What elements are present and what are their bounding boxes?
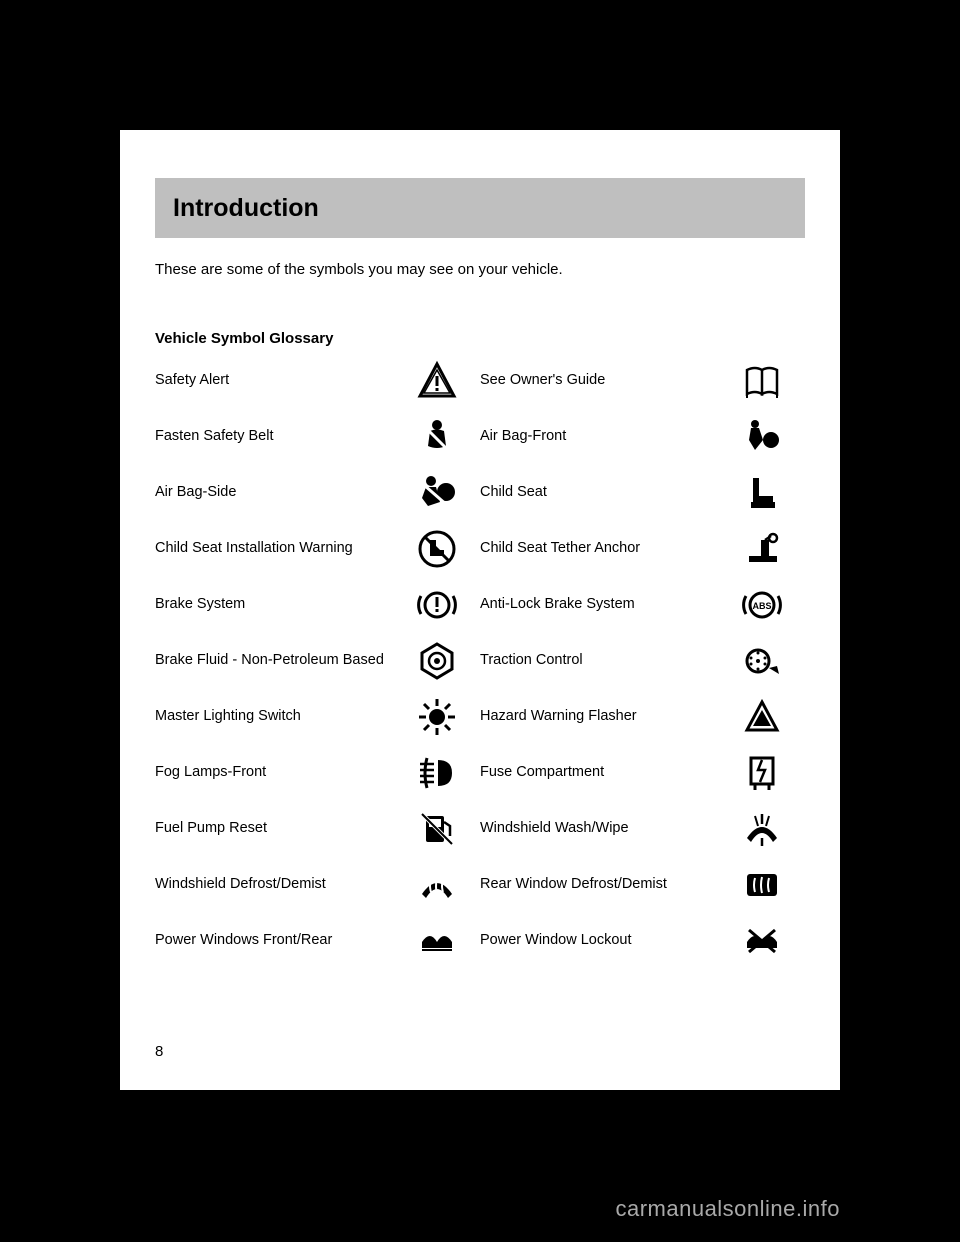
glossary-cell-left: Brake Fluid - Non-Petroleum Based	[155, 633, 480, 689]
front-defrost-icon	[414, 862, 460, 908]
glossary-cell-left: Brake System	[155, 577, 480, 633]
fuel-reset-icon	[414, 806, 460, 852]
glossary-cell-left: Master Lighting Switch	[155, 689, 480, 745]
symbol-label: Windshield Wash/Wipe	[480, 820, 739, 837]
symbol-label: Master Lighting Switch	[155, 708, 414, 725]
glossary-row: Master Lighting Switch Hazard Warning Fl…	[155, 689, 805, 745]
glossary-cell-left: Fog Lamps-Front	[155, 745, 480, 801]
symbol-label: Rear Window Defrost/Demist	[480, 876, 739, 893]
header-bar: Introduction	[155, 178, 805, 238]
glossary-row: Windshield Defrost/Demist Rear Window De…	[155, 857, 805, 913]
symbol-label: Air Bag-Front	[480, 428, 739, 445]
glossary-cell-right: Anti-Lock Brake System	[480, 577, 805, 633]
glossary-cell-left: Air Bag-Side	[155, 465, 480, 521]
glossary-cell-right: Child Seat Tether Anchor	[480, 521, 805, 577]
hazard-icon	[739, 694, 785, 740]
glossary-row: Air Bag-Side Child Seat	[155, 465, 805, 521]
glossary-cell-right: Rear Window Defrost/Demist	[480, 857, 805, 913]
glossary-cell-right: Child Seat	[480, 465, 805, 521]
symbol-label: Child Seat Installation Warning	[155, 540, 414, 557]
glossary-cell-right: See Owner's Guide	[480, 353, 805, 409]
glossary-row: Brake System Anti-Lock Brake System	[155, 577, 805, 633]
window-lockout-icon	[739, 918, 785, 964]
child-seat-icon	[739, 470, 785, 516]
symbol-label: Power Window Lockout	[480, 932, 739, 949]
glossary-row: Brake Fluid - Non-Petroleum Based Tracti…	[155, 633, 805, 689]
glossary-cell-right: Traction Control	[480, 633, 805, 689]
child-tether-icon	[739, 526, 785, 572]
glossary-title: Vehicle Symbol Glossary	[155, 330, 805, 347]
airbag-front-icon	[739, 414, 785, 460]
glossary-cell-right: Power Window Lockout	[480, 913, 805, 969]
rear-defrost-icon	[739, 862, 785, 908]
symbol-label: Child Seat Tether Anchor	[480, 540, 739, 557]
symbol-label: Safety Alert	[155, 372, 414, 389]
symbol-label: Anti-Lock Brake System	[480, 596, 739, 613]
airbag-side-icon	[414, 470, 460, 516]
symbol-label: Traction Control	[480, 652, 739, 669]
glossary-cell-left: Windshield Defrost/Demist	[155, 857, 480, 913]
glossary-cell-left: Safety Alert	[155, 353, 480, 409]
symbol-label: Fuse Compartment	[480, 764, 739, 781]
page-number: 8	[155, 1043, 163, 1060]
open-book-icon	[739, 358, 785, 404]
symbol-label: Air Bag-Side	[155, 484, 414, 501]
glossary-cell-left: Power Windows Front/Rear	[155, 913, 480, 969]
watermark: carmanualsonline.info	[120, 1196, 840, 1222]
brake-system-icon	[414, 582, 460, 628]
glossary-row: Fuel Pump Reset Windshield Wash/Wipe	[155, 801, 805, 857]
wiper-icon	[739, 806, 785, 852]
glossary-cell-left: Fuel Pump Reset	[155, 801, 480, 857]
symbol-label: Fuel Pump Reset	[155, 820, 414, 837]
glossary-row: Child Seat Installation Warning Child Se…	[155, 521, 805, 577]
symbol-label: See Owner's Guide	[480, 372, 739, 389]
symbol-label: Hazard Warning Flasher	[480, 708, 739, 725]
warning-triangle-icon	[414, 358, 460, 404]
symbol-label: Brake System	[155, 596, 414, 613]
fuse-icon	[739, 750, 785, 796]
symbol-label: Power Windows Front/Rear	[155, 932, 414, 949]
glossary-cell-right: Windshield Wash/Wipe	[480, 801, 805, 857]
manual-page: Introduction These are some of the symbo…	[120, 130, 840, 1090]
symbol-label: Child Seat	[480, 484, 739, 501]
lighting-switch-icon	[414, 694, 460, 740]
page-title: Introduction	[173, 194, 319, 223]
symbol-label: Fog Lamps-Front	[155, 764, 414, 781]
glossary-cell-right: Hazard Warning Flasher	[480, 689, 805, 745]
power-window-icon	[414, 918, 460, 964]
glossary-row: Power Windows Front/Rear Power Window Lo…	[155, 913, 805, 969]
symbol-label: Fasten Safety Belt	[155, 428, 414, 445]
glossary-cell-right: Fuse Compartment	[480, 745, 805, 801]
traction-control-icon	[739, 638, 785, 684]
glossary-row: Fog Lamps-Front Fuse Compartment	[155, 745, 805, 801]
intro-text: These are some of the symbols you may se…	[155, 260, 805, 280]
fog-lamp-icon	[414, 750, 460, 796]
child-seat-warning-icon	[414, 526, 460, 572]
glossary-row: Safety Alert See Owner's Guide	[155, 353, 805, 409]
seatbelt-icon	[414, 414, 460, 460]
abs-icon	[739, 582, 785, 628]
glossary-cell-left: Child Seat Installation Warning	[155, 521, 480, 577]
brake-fluid-icon	[414, 638, 460, 684]
glossary-cell-right: Air Bag-Front	[480, 409, 805, 465]
symbol-glossary: Vehicle Symbol Glossary Safety Alert See…	[155, 330, 805, 969]
glossary-row: Fasten Safety Belt Air Bag-Front	[155, 409, 805, 465]
symbol-label: Windshield Defrost/Demist	[155, 876, 414, 893]
glossary-cell-left: Fasten Safety Belt	[155, 409, 480, 465]
symbol-label: Brake Fluid - Non-Petroleum Based	[155, 652, 414, 669]
